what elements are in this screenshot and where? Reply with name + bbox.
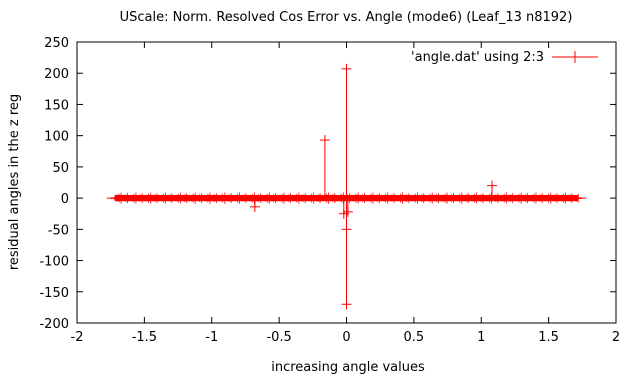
y-tick-label: 200 xyxy=(44,67,69,82)
x-tick-label: 0 xyxy=(342,330,350,345)
y-tick-label: 150 xyxy=(44,98,69,113)
x-tick-label: -2 xyxy=(71,330,84,345)
x-tick-label: -0.5 xyxy=(266,330,291,345)
y-tick-label: -150 xyxy=(39,286,69,301)
x-tick-label: 2 xyxy=(612,330,620,345)
x-tick-label: 0.5 xyxy=(404,330,425,345)
axis-ticks: -2 -1.5 -1 -0.5 0 0.5 1 1.5 2 -200 -150 -100 -50 0 50 1… xyxy=(39,36,620,345)
x-tick-label: -1.5 xyxy=(132,330,157,345)
x-tick-label: -1 xyxy=(205,330,218,345)
y-axis-label: residual angles in the z reg xyxy=(7,94,22,270)
y-tick-label: 250 xyxy=(44,36,69,51)
chart-title: UScale: Norm. Resolved Cos Error vs. Ang… xyxy=(120,10,573,25)
legend-label: 'angle.dat' using 2:3 xyxy=(411,50,544,65)
x-tick-label: 1 xyxy=(477,330,485,345)
y-tick-label: -200 xyxy=(39,317,69,332)
x-axis-label: increasing angle values xyxy=(271,360,425,375)
data-series xyxy=(106,63,587,310)
x-tick-label: 1.5 xyxy=(538,330,559,345)
legend: 'angle.dat' using 2:3 xyxy=(411,50,598,65)
y-tick-label: 100 xyxy=(44,130,69,145)
y-tick-label: -50 xyxy=(48,223,69,238)
y-tick-label: -100 xyxy=(39,255,69,270)
y-tick-label: 0 xyxy=(61,192,69,207)
y-tick-label: 50 xyxy=(52,161,69,176)
